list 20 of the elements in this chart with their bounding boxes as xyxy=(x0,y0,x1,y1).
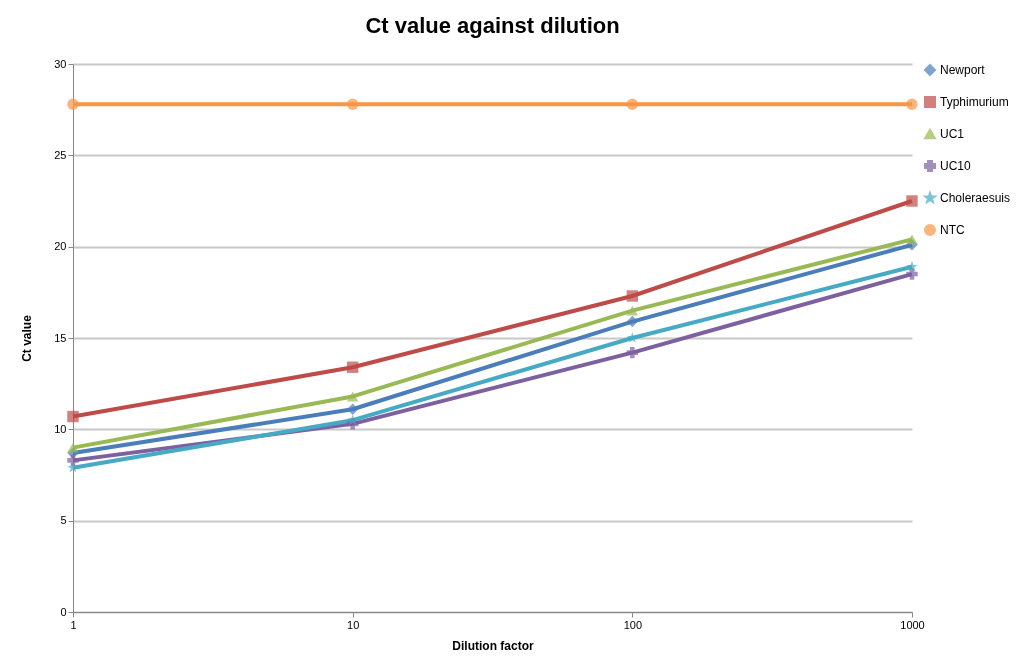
y-tick-label: 0 xyxy=(60,605,67,618)
x-tick-label: 100 xyxy=(623,618,643,631)
legend-label: UC1 xyxy=(940,127,965,141)
y-tick-label: 20 xyxy=(54,240,67,253)
y-tick-label: 25 xyxy=(54,148,67,161)
x-axis-title: Dilution factor xyxy=(452,638,534,653)
x-tick-label: 10 xyxy=(347,618,360,631)
x-tick-label: 1000 xyxy=(900,618,925,631)
y-tick-label: 30 xyxy=(54,57,67,70)
legend-label: NTC xyxy=(940,223,965,237)
y-tick-label: 15 xyxy=(54,331,67,344)
y-tick-label: 10 xyxy=(54,422,67,435)
y-tick-label: 5 xyxy=(60,514,67,527)
y-axis-title: Ct value xyxy=(20,314,35,362)
legend-label: Newport xyxy=(940,63,986,77)
legend-label: Typhimurium xyxy=(940,95,1009,109)
x-tick-label: 1 xyxy=(70,618,77,631)
legend-label: Choleraesuis xyxy=(940,191,1011,205)
legend-label: UC10 xyxy=(940,159,972,173)
chart-title: Ct value against dilution xyxy=(365,13,620,38)
